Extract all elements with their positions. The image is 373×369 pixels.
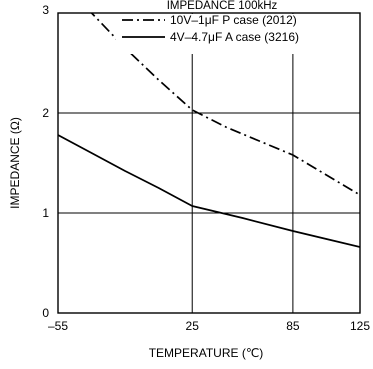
x-tick-label: 25 bbox=[186, 319, 200, 333]
chart-title: IMPEDANCE 100kHz bbox=[167, 0, 278, 12]
y-axis-label: IMPEDANCE (Ω) bbox=[8, 117, 22, 209]
x-axis-label: TEMPERATURE (℃) bbox=[149, 346, 264, 360]
x-tick-label: 125 bbox=[350, 319, 370, 333]
y-tick-label: 0 bbox=[42, 306, 49, 320]
legend-label-2: 4V–4.7μF A case (3216) bbox=[170, 30, 299, 44]
x-tick-labels: –55 25 85 125 bbox=[48, 319, 370, 333]
y-tick-labels: 0 1 2 3 bbox=[42, 3, 49, 320]
x-tick-label: 85 bbox=[286, 319, 300, 333]
x-tick-label: –55 bbox=[48, 319, 68, 333]
y-tick-label: 2 bbox=[42, 106, 49, 120]
y-tick-label: 1 bbox=[42, 206, 49, 220]
legend-label-1: 10V–1μF P case (2012) bbox=[170, 13, 297, 27]
legend-entries: 10V–1μF P case (2012) 4V–4.7μF A case (32… bbox=[122, 13, 299, 44]
y-tick-label: 3 bbox=[42, 3, 49, 17]
legend bbox=[116, 14, 356, 54]
plot-frame bbox=[57, 12, 361, 314]
series-layer bbox=[58, 13, 360, 248]
grid bbox=[58, 13, 360, 313]
series-line-2 bbox=[58, 134, 360, 248]
series-line-1 bbox=[90, 13, 360, 196]
